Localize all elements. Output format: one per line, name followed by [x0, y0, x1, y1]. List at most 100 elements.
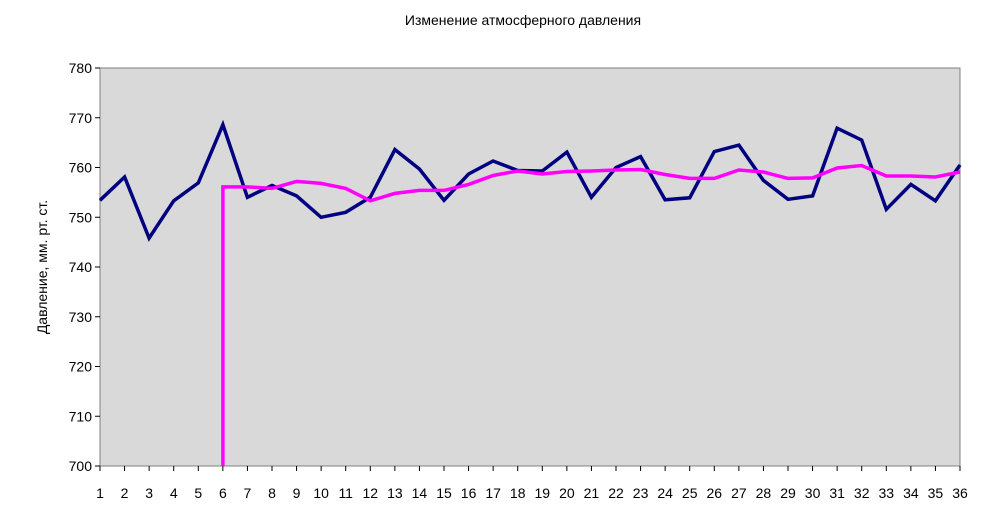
x-tick-label: 18: [510, 485, 526, 501]
series-2-point: [689, 177, 691, 179]
series-2-point: [443, 189, 445, 191]
x-tick-label: 2: [121, 485, 129, 501]
x-tick-label: 11: [338, 485, 353, 501]
y-tick-label: 750: [69, 209, 93, 225]
x-tick-label: 35: [928, 485, 944, 501]
y-tick-label: 760: [69, 160, 93, 176]
series-1-point: [173, 200, 175, 202]
series-1-point: [590, 196, 592, 198]
series-2-point: [222, 186, 224, 188]
series-1-point: [246, 196, 248, 198]
x-tick-label: 27: [731, 485, 747, 501]
y-tick-label: 740: [69, 259, 93, 275]
series-1-point: [443, 199, 445, 201]
x-tick-label: 21: [584, 485, 600, 501]
x-tick-label: 32: [854, 485, 870, 501]
series-2-point: [320, 182, 322, 184]
series-1-point: [468, 173, 470, 175]
x-tick-label: 30: [805, 485, 821, 501]
series-layer: [98, 119, 962, 466]
x-tick-label: 16: [461, 485, 477, 501]
x-tick-label: 25: [682, 485, 698, 501]
y-tick-label: 720: [69, 359, 93, 375]
x-tick-label: 4: [170, 485, 178, 501]
x-tick-label: 34: [903, 485, 919, 501]
y-axis: 700 710 720 730 740 750 760 770 780: [69, 60, 100, 474]
series-2-point: [885, 175, 887, 177]
series-2-point: [713, 177, 715, 179]
series-1-point: [615, 167, 617, 168]
series-2-point: [345, 187, 347, 189]
series-2-point: [541, 173, 543, 175]
series-1-point: [885, 208, 887, 210]
x-tick-label: 20: [559, 485, 575, 501]
x-tick-label: 8: [268, 485, 276, 501]
series-1-point: [566, 151, 568, 153]
series-2-point: [664, 173, 666, 175]
chart-title: Изменение атмосферного давления: [405, 12, 641, 28]
series-2-point: [369, 200, 371, 202]
x-tick-label: 26: [706, 485, 722, 501]
x-tick-label: 19: [534, 485, 550, 501]
series-line-2: [221, 163, 961, 466]
series-1-point: [689, 197, 691, 199]
series-2-point: [762, 171, 764, 173]
series-1-point: [296, 195, 298, 197]
series-1-point: [124, 176, 126, 178]
series-1-point: [541, 170, 543, 172]
x-tick-label: 6: [219, 485, 227, 501]
series-1-point: [345, 211, 347, 213]
series-1-point: [713, 151, 715, 153]
series-2-point: [394, 192, 396, 194]
series-1-point: [787, 198, 789, 200]
series-1-point: [861, 139, 863, 141]
x-tick-label: 22: [608, 485, 624, 501]
series-2-point: [615, 169, 617, 171]
series-1-point: [369, 196, 371, 198]
x-tick-label: 10: [313, 485, 329, 501]
series-1-point: [812, 195, 814, 197]
x-tick-label: 31: [829, 485, 845, 501]
series-1-point: [959, 164, 961, 166]
series-2-point: [271, 187, 273, 189]
series-1-point: [910, 183, 912, 185]
x-tick-label: 17: [485, 485, 501, 501]
y-axis-label: Давление, мм. рт. ст.: [34, 200, 50, 334]
x-axis: 1 2 3 4 5 6 7 8 9 10 11 12 13 14 15 16 17 18 19 20 21 22 23 24 2…: [96, 466, 968, 501]
series-1-point: [197, 182, 199, 184]
x-tick-label: 28: [756, 485, 772, 501]
x-tick-label: 15: [436, 485, 452, 501]
x-tick-label: 9: [293, 485, 301, 501]
series-1-point: [99, 199, 101, 201]
series-1-point: [836, 127, 838, 129]
series-1-point: [148, 237, 150, 239]
series-2-point: [861, 165, 863, 167]
series-2-point: [296, 180, 298, 182]
series-1-point: [418, 168, 420, 170]
y-tick-label: 780: [69, 60, 93, 76]
series-2-point: [418, 189, 420, 191]
series-1-point: [394, 149, 396, 151]
series-1-point: [492, 160, 494, 162]
x-tick-label: 36: [952, 485, 968, 501]
x-tick-label: 1: [96, 485, 104, 501]
y-tick-label: 730: [69, 309, 93, 325]
series-2-point: [910, 175, 912, 177]
series-2-point: [566, 170, 568, 172]
series-1-point: [664, 199, 666, 201]
series-1-point: [320, 216, 322, 218]
series-2-point: [934, 176, 936, 178]
y-tick-label: 710: [69, 408, 93, 424]
x-tick-label: 14: [412, 485, 428, 501]
series-2-point: [836, 167, 838, 169]
series-2-point: [492, 174, 494, 176]
series-2-point: [246, 186, 248, 188]
series-2-point: [640, 168, 642, 170]
series-1-point: [762, 179, 764, 181]
x-tick-label: 12: [362, 485, 378, 501]
x-tick-label: 33: [878, 485, 894, 501]
series-2-point: [590, 170, 592, 172]
series-2-point: [517, 170, 519, 172]
series-2-point: [787, 177, 789, 179]
